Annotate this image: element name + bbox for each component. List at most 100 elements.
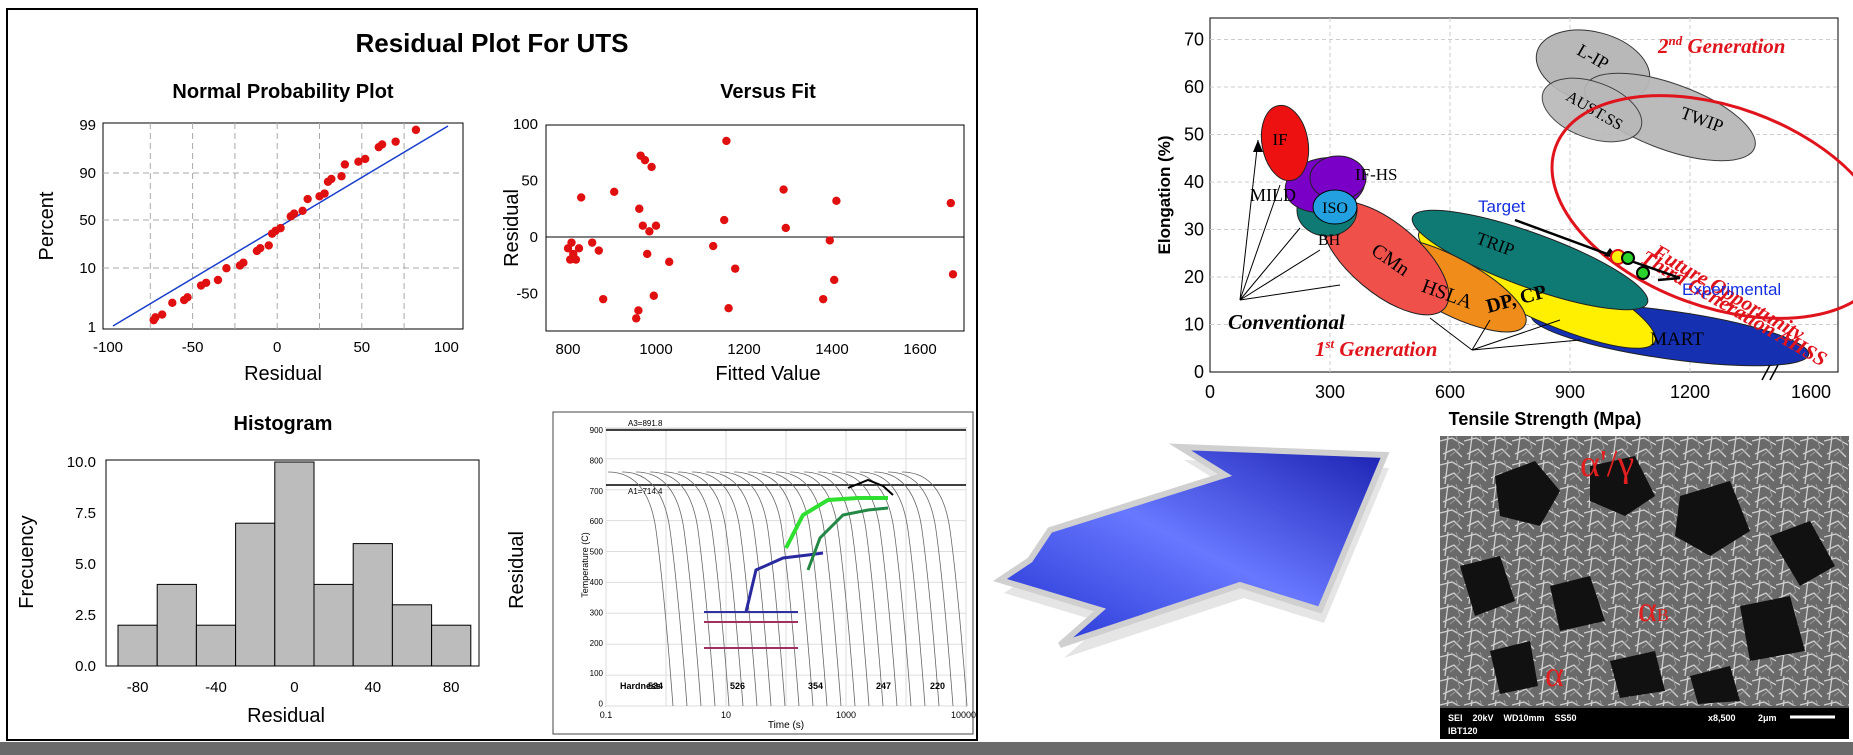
vfit-xtick: 800 [555, 341, 580, 358]
hist-bar [195, 624, 237, 667]
mild-label: MILD [1250, 185, 1296, 205]
cct-cooling-curve [775, 471, 842, 707]
vfit-point [948, 270, 958, 279]
vfit-point [594, 246, 603, 255]
target-label: Target [1478, 197, 1526, 216]
cct-cooling-curve [789, 471, 856, 707]
cct-outer-ylabel: Residual [506, 531, 528, 609]
vfit-point [832, 196, 841, 206]
vfit-point [574, 244, 584, 253]
cct-a3: A3=891.8 [628, 419, 663, 428]
residual-panel-svg: Residual Plot For UTS Normal Probability… [16, 28, 981, 735]
cct-cooling-curve [817, 471, 884, 707]
npp-point [298, 206, 307, 216]
npp-xtick: -100 [93, 339, 123, 356]
npp-point [337, 172, 346, 181]
cct-start-track [847, 478, 894, 496]
vfit-xtick: 1600 [903, 341, 936, 358]
hist-bar [431, 624, 472, 667]
hist-xtick: 80 [443, 679, 460, 696]
vfit-ytick: 0 [530, 229, 538, 246]
npp-point [157, 310, 167, 319]
exp-arrow-2 [1657, 276, 1681, 282]
vfit-point [634, 306, 643, 315]
hist-ytick: 10.0 [67, 454, 96, 471]
npp-point [303, 194, 312, 204]
cct-ytick: 300 [590, 608, 604, 617]
cct-cooling-curve [635, 471, 702, 707]
bottom-band [0, 742, 1853, 755]
bh-label: BH [1318, 232, 1341, 249]
cct-cooling-curve [761, 471, 828, 707]
vfit-ytick: 50 [521, 173, 538, 190]
sem-footer-line1: SEI 20kV WD10mm SS50 [1448, 713, 1577, 723]
ahss-ytick: 0 [1194, 362, 1204, 382]
hist-plot: Histogram Frecuency Residual -80 -40 0 40 80… [16, 413, 480, 727]
vfit-title: Versus Fit [720, 81, 816, 103]
hist-xtick: -80 [127, 679, 149, 696]
conventional-label: Conventional [1228, 310, 1345, 334]
cct-ytick: 900 [590, 426, 604, 435]
ahss-ytick: 60 [1184, 77, 1204, 97]
npp-xtick: 100 [434, 339, 459, 356]
sem-footer [1440, 708, 1849, 739]
vfit-ytick: -50 [516, 286, 538, 303]
cct-hardness-value: 247 [876, 681, 891, 691]
third-gen-ellipse [1550, 94, 1853, 320]
cct-cooling-curve [607, 471, 674, 707]
cct-ytick: 500 [590, 548, 604, 557]
vfit-point [632, 314, 641, 323]
npp-point [377, 140, 387, 149]
hist-xtick: 0 [290, 679, 298, 696]
hist-bar [352, 543, 393, 667]
cct-xlabel: Time (s) [768, 720, 804, 731]
npp-point [151, 313, 160, 322]
ahss-ylabel: Elongation (%) [1155, 136, 1174, 255]
gen1-label: 1st Generation [1315, 336, 1437, 361]
cct-ytick: 700 [590, 487, 604, 496]
npp-xtick: -50 [182, 339, 204, 356]
conventional-arrowhead [1253, 140, 1263, 152]
npp-xtick: 50 [353, 339, 370, 356]
vfit-xlabel: Fitted Value [715, 363, 820, 385]
npp-ytick: 1 [88, 319, 96, 336]
cct-cooling-curve [845, 471, 912, 707]
sem-micrograph: α'/γ αB α SEI 20kV WD10mm SS50 x8,500 2μ… [1440, 436, 1849, 739]
npp-point [256, 243, 265, 253]
vfit-point [610, 187, 619, 196]
npp-xtick: 0 [273, 339, 281, 356]
hist-bar [156, 583, 197, 667]
if-label: IF [1272, 130, 1287, 149]
vfit-point [720, 215, 729, 225]
npp-ytick: 10 [79, 260, 96, 277]
vfit-plot: Versus Fit Residual Fitted Value 800 1000… [501, 81, 965, 385]
sem-footer-mag: x8,500 [1708, 713, 1736, 723]
vfit-point [665, 257, 674, 267]
cct-hardness-value: 220 [930, 681, 945, 691]
cct-xtick: 0.1 [600, 710, 613, 720]
hist-bar [313, 583, 354, 667]
cct-xtick: 10 [721, 710, 731, 720]
hist-ytick: 7.5 [75, 505, 96, 522]
vfit-point [830, 275, 839, 285]
sem-image: α'/γ αB α SEI 20kV WD10mm SS50 x8,500 2μ… [1440, 436, 1849, 739]
hist-bar [117, 624, 158, 667]
vfit-point [722, 136, 731, 146]
vfit-point [599, 294, 608, 304]
vfit-point [638, 221, 647, 230]
mart-label: MART [1650, 329, 1704, 350]
ahss-ytick: 30 [1184, 220, 1204, 240]
npp-point [360, 154, 370, 164]
vfit-point [946, 198, 955, 208]
vfit-point [588, 238, 597, 247]
hist-bar [274, 461, 315, 667]
cct-cooling-curve [747, 471, 814, 707]
if-ellipse [1260, 104, 1310, 182]
npp-point [411, 125, 421, 135]
target-arrow [1514, 218, 1611, 257]
vfit-frame [545, 124, 965, 332]
vfit-point [781, 223, 790, 233]
cct-ytick: 0 [599, 700, 604, 709]
cct-a1: A1=714.4 [628, 487, 663, 496]
ahss-chart: L-IP AUST.SS TWIP 2nd Generation IF IF-H… [1155, 17, 1853, 429]
